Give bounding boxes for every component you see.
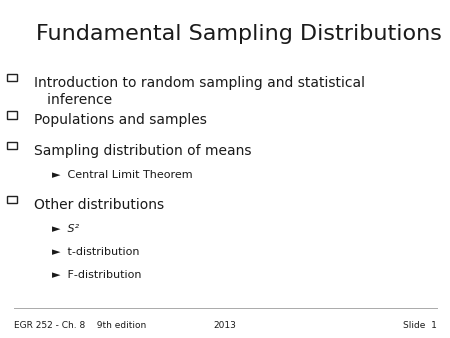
FancyBboxPatch shape bbox=[7, 74, 17, 81]
Text: ►  S²: ► S² bbox=[52, 224, 79, 234]
FancyBboxPatch shape bbox=[7, 142, 17, 149]
Text: Slide  1: Slide 1 bbox=[403, 320, 436, 330]
Text: EGR 252 - Ch. 8    9th edition: EGR 252 - Ch. 8 9th edition bbox=[14, 320, 146, 330]
Text: Sampling distribution of means: Sampling distribution of means bbox=[34, 144, 251, 158]
Text: ►  F-distribution: ► F-distribution bbox=[52, 270, 141, 281]
Text: Other distributions: Other distributions bbox=[34, 198, 164, 212]
Text: ►  Central Limit Theorem: ► Central Limit Theorem bbox=[52, 170, 193, 180]
FancyBboxPatch shape bbox=[7, 111, 17, 119]
Text: 2013: 2013 bbox=[214, 320, 236, 330]
Text: Populations and samples: Populations and samples bbox=[34, 113, 207, 127]
Text: ►  t-distribution: ► t-distribution bbox=[52, 247, 139, 258]
Text: Introduction to random sampling and statistical
   inference: Introduction to random sampling and stat… bbox=[34, 76, 365, 107]
FancyBboxPatch shape bbox=[7, 196, 17, 203]
Text: Fundamental Sampling Distributions: Fundamental Sampling Distributions bbox=[36, 24, 442, 44]
